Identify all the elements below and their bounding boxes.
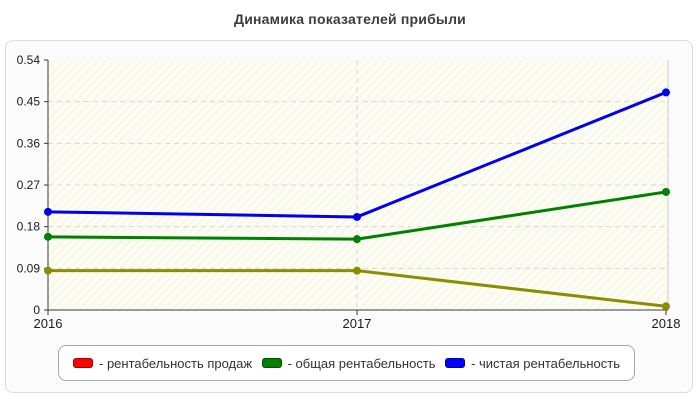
- legend-label: - общая рентабельность: [287, 355, 436, 371]
- legend-label: - чистая рентабельность: [471, 355, 620, 371]
- legend-swatch-green: [261, 358, 282, 368]
- legend-item-overall-profitability: - общая рентабельность: [261, 355, 436, 371]
- chart-legend: - рентабельность продаж - общая рентабел…: [58, 345, 635, 381]
- legend-swatch-blue: [445, 358, 466, 368]
- chart-title: Динамика показателей прибыли: [234, 11, 466, 27]
- chart-panel: [5, 40, 693, 393]
- legend-swatch-red: [73, 358, 93, 368]
- legend-item-sales-profitability: - рентабельность продаж: [73, 356, 252, 371]
- legend-label: - рентабельность продаж: [99, 355, 253, 371]
- legend-item-net-profitability: - чистая рентабельность: [445, 356, 620, 371]
